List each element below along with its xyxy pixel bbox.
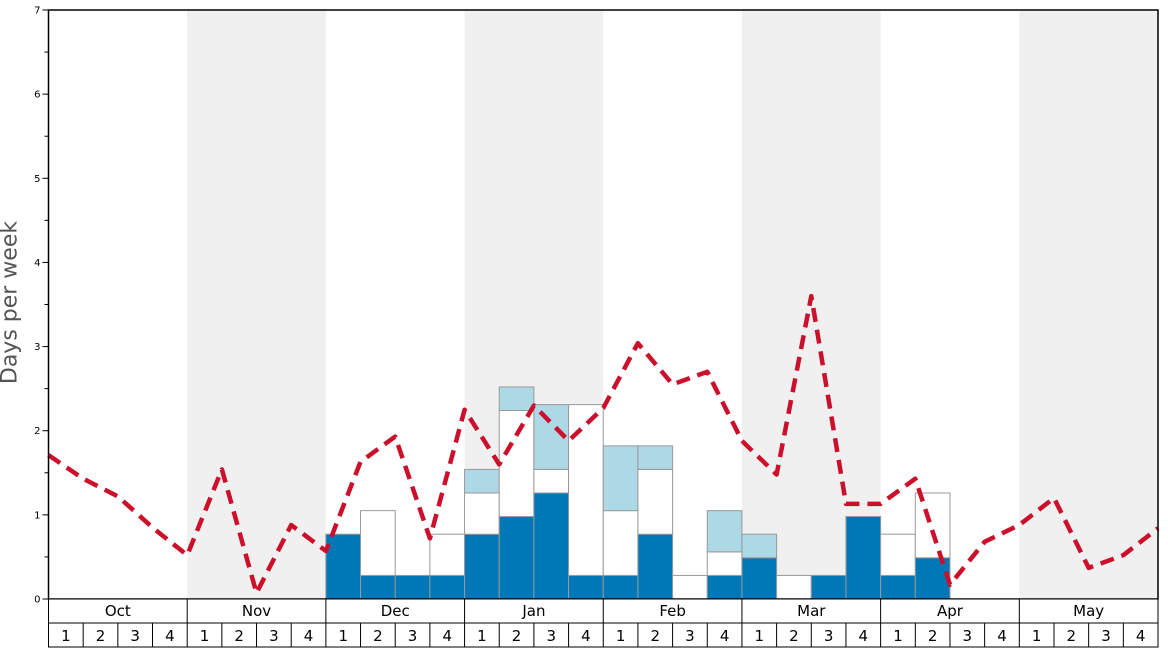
- week-label: 2: [928, 627, 938, 645]
- bar-segment: [602, 574, 639, 600]
- bar-segment: [360, 574, 396, 600]
- bar-segment: [429, 574, 466, 600]
- bar-segment: [568, 404, 604, 576]
- bar-segment: [880, 574, 916, 600]
- bar-segment: [464, 492, 500, 535]
- bar-segment: [394, 574, 431, 600]
- y-tick-label: 6: [34, 90, 40, 101]
- week-label: 2: [1067, 627, 1077, 645]
- week-label: 3: [408, 627, 418, 645]
- week-label: 3: [824, 627, 834, 645]
- bar-segment: [602, 445, 639, 512]
- bar-segment: [602, 510, 639, 576]
- week-label: 3: [546, 627, 556, 645]
- y-tick-label: 5: [34, 174, 40, 185]
- y-axis-label: Days per week: [0, 220, 23, 385]
- bar-segment: [741, 533, 778, 559]
- week-label: 4: [859, 627, 869, 645]
- bar-segment: [464, 468, 500, 494]
- month-label: Dec: [381, 602, 410, 620]
- week-label: 3: [963, 627, 973, 645]
- bar-segment: [706, 551, 743, 576]
- month-band-may: [1019, 10, 1158, 599]
- bar-segment: [637, 468, 674, 535]
- y-tick-label: 7: [34, 6, 40, 17]
- week-label: 2: [650, 627, 660, 645]
- week-label: 3: [269, 627, 279, 645]
- bar-segment: [706, 510, 743, 553]
- bar-segment: [533, 468, 570, 494]
- bar-segment: [498, 410, 535, 518]
- month-label: Jan: [521, 602, 545, 620]
- week-label: 1: [338, 627, 348, 645]
- month-label: Oct: [105, 602, 131, 620]
- bar-segment: [429, 533, 466, 576]
- week-label: 4: [304, 627, 314, 645]
- bar-segment: [845, 516, 882, 600]
- week-label: 1: [477, 627, 487, 645]
- month-label: Nov: [242, 602, 271, 620]
- week-label: 2: [512, 627, 522, 645]
- bar-segment: [672, 574, 708, 600]
- week-label: 2: [789, 627, 799, 645]
- week-label: 4: [581, 627, 591, 645]
- y-tick-label: 1: [34, 510, 40, 521]
- week-label: 1: [200, 627, 210, 645]
- bar-segment: [464, 533, 500, 600]
- bar-segment: [914, 492, 951, 559]
- bar-segment: [498, 516, 535, 600]
- trend-line: [47, 293, 1160, 596]
- bar-segment: [880, 533, 916, 576]
- week-label: 2: [96, 627, 106, 645]
- month-band-nov: [187, 10, 326, 599]
- week-label: 4: [165, 627, 175, 645]
- bar-segment: [637, 533, 674, 600]
- y-tick-label: 4: [34, 258, 40, 269]
- bar-segment: [533, 492, 570, 600]
- y-tick-label: 3: [34, 342, 40, 353]
- week-label: 1: [893, 627, 903, 645]
- week-label: 3: [1101, 627, 1111, 645]
- month-label: Feb: [659, 602, 686, 620]
- bar-segment: [568, 574, 604, 600]
- bar-segment: [776, 574, 812, 600]
- bar-segment: [360, 510, 396, 576]
- week-label: 2: [234, 627, 244, 645]
- week-label: 4: [442, 627, 452, 645]
- week-label: 1: [61, 627, 71, 645]
- y-tick-label: 2: [34, 426, 40, 437]
- month-label: May: [1073, 602, 1104, 620]
- week-label: 3: [685, 627, 695, 645]
- y-tick-label: 0: [34, 595, 40, 606]
- week-label: 1: [1032, 627, 1042, 645]
- bar-segment: [325, 533, 362, 600]
- bar-segment: [810, 574, 847, 600]
- bar-segment: [498, 386, 535, 412]
- bar-segment: [741, 557, 778, 600]
- week-label: 4: [720, 627, 730, 645]
- week-label: 4: [997, 627, 1007, 645]
- bar-segment: [706, 574, 743, 600]
- week-label: 4: [1136, 627, 1146, 645]
- week-label: 3: [130, 627, 140, 645]
- month-label: Apr: [937, 602, 964, 620]
- bar-segment: [637, 445, 674, 470]
- week-label: 2: [373, 627, 383, 645]
- week-label: 1: [755, 627, 765, 645]
- month-label: Mar: [797, 602, 826, 620]
- bar-segment: [914, 557, 951, 600]
- week-label: 1: [616, 627, 626, 645]
